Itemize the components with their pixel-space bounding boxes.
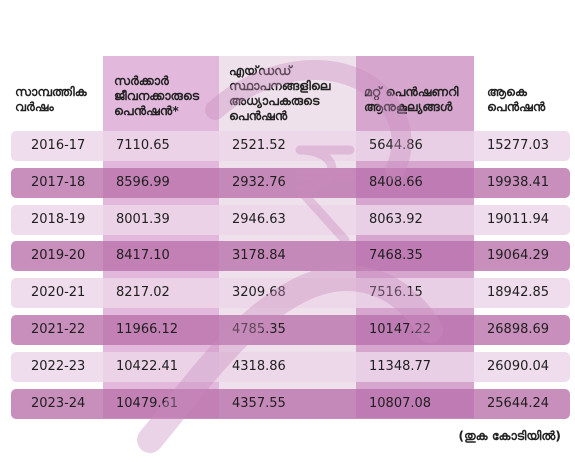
year-cell: 2023-24 [31,396,86,411]
value-cell: 8596.99 [116,175,170,190]
year-cell: 2017-18 [31,175,86,190]
header-year: സാമ്പത്തിക വർഷം [15,84,87,114]
value-cell: 8408.66 [369,175,423,190]
header-total: ആകെ പെൻഷൻ [487,84,545,114]
year-cell: 2016-17 [31,138,86,153]
value-cell: 19938.41 [487,175,550,190]
header-total-line: ആകെ [487,84,527,99]
year-cell: 2022-23 [31,359,86,374]
header-mattu: മറ്റ് പെൻഷണറി ആനുകൂല്യങ്ങൾ [364,84,458,114]
value-cell: 19011.94 [487,212,550,227]
value-cell: 19064.29 [487,248,550,263]
value-cell: 7110.65 [116,138,170,153]
value-cell: 2521.52 [232,138,286,153]
value-cell: 2946.63 [232,212,286,227]
value-cell: 3209.68 [232,285,286,300]
header-sarkar-line: ജീവനക്കാരുടെ [114,88,200,103]
value-cell: 2932.76 [232,175,286,190]
year-cell: 2021-22 [31,322,86,337]
header-year-line: സാമ്പത്തിക [15,84,87,99]
header-aided-line: അധ്യാപകരുടെ [229,93,320,108]
value-cell: 26898.69 [487,322,550,337]
header-sarkar-line: സർക്കാർ [114,73,169,88]
table-row [11,205,570,235]
table-row [11,278,570,308]
table-row [11,352,570,382]
value-cell: 15277.03 [487,138,550,153]
header-sarkar-line: പെൻഷൻ* [114,103,179,118]
value-cell: 7516.15 [369,285,423,300]
value-cell: 11348.77 [369,359,432,374]
header-sarkar: സർക്കാർ ജീവനക്കാരുടെ പെൻഷൻ* [114,73,199,118]
year-cell: 2019-20 [31,248,86,263]
year-cell: 2020-21 [31,285,86,300]
value-cell: 11966.12 [116,322,179,337]
value-cell: 10807.08 [369,396,432,411]
year-cell: 2018-19 [31,212,86,227]
value-cell: 25644.24 [487,396,550,411]
header-mattu-line: മറ്റ് പെൻഷണറി [364,84,459,99]
value-cell: 4357.55 [232,396,286,411]
header-aided-line: സ്ഥാപനങ്ങളിലെ [229,78,331,93]
table-row [11,315,570,345]
value-cell: 7468.35 [369,248,423,263]
value-cell: 10479.61 [116,396,179,411]
value-cell: 10422.41 [116,359,179,374]
table-row [11,241,570,271]
header-aided: എയ്‌ഡഡ് സ്ഥാപനങ്ങളിലെ അധ്യാപകരുടെ പെൻഷൻ [229,63,330,123]
value-cell: 26090.04 [487,359,550,374]
value-cell: 8001.39 [116,212,170,227]
value-cell: 8217.02 [116,285,170,300]
header-total-line: പെൻഷൻ [487,99,546,114]
value-cell: 5644.86 [369,138,423,153]
table-row [11,131,570,161]
value-cell: 8417.10 [116,248,170,263]
value-cell: 3178.84 [232,248,286,263]
value-cell: 8063.92 [369,212,423,227]
header-aided-line: എയ്‌ഡഡ് [229,63,292,78]
table-row [11,168,570,198]
value-cell: 10147.22 [369,322,432,337]
value-cell: 4318.86 [232,359,286,374]
header-mattu-line: ആനുകൂല്യങ്ങൾ [364,99,453,114]
table-row [11,389,570,419]
unit-note: (തുക കോടിയിൽ) [458,428,561,443]
header-year-line: വർഷം [15,99,54,114]
value-cell: 4785.35 [232,322,286,337]
header-aided-line: പെൻഷൻ [229,108,288,123]
value-cell: 18942.85 [487,285,550,300]
